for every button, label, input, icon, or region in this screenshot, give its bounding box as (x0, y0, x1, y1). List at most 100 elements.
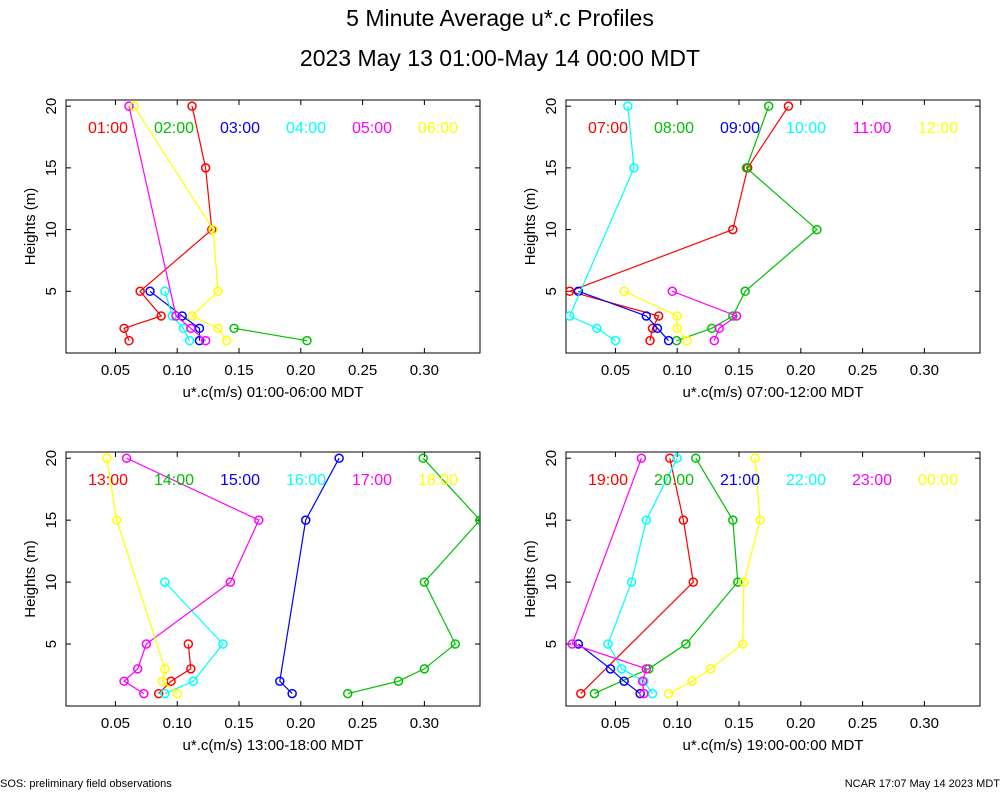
series-line-1600 (164, 581, 224, 695)
data-point (635, 688, 645, 699)
data-point (647, 323, 658, 334)
x-tick-label: 0.20 (786, 362, 815, 379)
legend-entry: 13:00 (88, 472, 128, 489)
data-point (728, 515, 738, 525)
data-point (119, 676, 129, 686)
series-line-1500 (279, 457, 340, 695)
data-point (475, 515, 480, 525)
data-point (302, 335, 312, 346)
y-tick-label: 5 (543, 287, 560, 295)
y-axis-label: Heights (m) (22, 188, 39, 266)
data-point (739, 577, 749, 587)
x-tick-label: 0.25 (348, 715, 377, 732)
chart-panel-2: 0.05 0.10 0.15 0.20 0.25 0.30 5 10 15 20 u*.c(m/s)… (522, 98, 981, 401)
series-layer (102, 453, 480, 699)
data-point (132, 664, 143, 674)
data-point (733, 577, 743, 587)
data-point (119, 323, 129, 334)
data-point (576, 688, 586, 699)
data-point (678, 515, 689, 525)
y-tick-label: 15 (43, 512, 60, 529)
data-point (139, 688, 149, 699)
plot-frame (65, 451, 481, 707)
data-point (183, 639, 194, 649)
y-tick-label: 15 (543, 512, 560, 529)
data-point (160, 577, 170, 587)
series-line-1300 (158, 643, 192, 695)
data-point (221, 335, 232, 346)
series-line-1400 (347, 457, 480, 695)
data-point (709, 335, 720, 346)
data-point (653, 311, 664, 321)
series-layer (566, 101, 822, 346)
data-point (418, 453, 428, 463)
data-point (672, 323, 682, 334)
legend-entry: 05:00 (352, 120, 392, 137)
series-line-0300 (149, 290, 201, 341)
data-point (740, 286, 750, 297)
data-point (145, 286, 155, 297)
data-point (225, 577, 236, 587)
data-point (641, 311, 652, 321)
data-point (755, 515, 765, 525)
data-point (610, 335, 621, 346)
data-point (688, 577, 699, 587)
series-line-1900 (580, 458, 694, 695)
series-layer (567, 453, 765, 699)
data-point (184, 335, 195, 346)
data-point (172, 688, 182, 699)
series-line-0700 (567, 105, 789, 341)
series-line-1800 (106, 458, 178, 695)
data-point (124, 335, 134, 346)
data-point (334, 453, 344, 463)
chart-panel-1: 0.05 0.10 0.15 0.20 0.25 0.30 5 10 15 20 u*.c(m/s)… (22, 98, 481, 401)
legend-entry: 10:00 (786, 120, 826, 137)
x-tick-label: 0.15 (724, 362, 753, 379)
x-tick-label: 0.25 (848, 362, 877, 379)
data-point (160, 664, 170, 674)
data-point (343, 688, 353, 699)
y-tick-label: 15 (543, 160, 560, 177)
x-tick-label: 0.30 (410, 715, 439, 732)
data-point (619, 676, 629, 686)
data-point (682, 335, 692, 346)
data-point (626, 577, 637, 587)
data-point (200, 335, 211, 346)
data-point (672, 453, 682, 463)
data-point (629, 163, 639, 173)
data-point (636, 453, 647, 463)
series-line-1700 (123, 457, 260, 695)
data-point (603, 639, 613, 649)
data-point (687, 676, 697, 686)
legend-entry: 15:00 (220, 472, 260, 489)
x-tick-label: 0.15 (224, 362, 253, 379)
legend-entry: 22:00 (786, 472, 826, 489)
data-point (763, 101, 774, 111)
data-point (645, 335, 655, 346)
data-point (157, 676, 168, 686)
series-layer (119, 101, 312, 346)
y-tick-label: 20 (43, 450, 60, 467)
data-point (663, 335, 674, 346)
data-point (186, 664, 196, 674)
data-point (194, 335, 205, 346)
data-point (156, 311, 166, 321)
data-point (187, 311, 197, 321)
legend-entry: 06:00 (418, 120, 458, 137)
data-point (619, 286, 629, 297)
y-tick-label: 5 (543, 640, 560, 648)
x-tick-label: 0.20 (286, 715, 315, 732)
x-tick-label: 0.10 (163, 715, 192, 732)
data-point (187, 101, 197, 111)
data-point (450, 639, 461, 649)
series-line-2300 (571, 457, 648, 694)
data-point (741, 163, 752, 173)
series-line-0500 (128, 106, 206, 342)
x-tick-label: 0.05 (601, 715, 630, 732)
data-point (589, 688, 600, 699)
series-line-0800 (676, 105, 818, 342)
y-tick-label: 10 (43, 574, 60, 591)
data-point (750, 453, 760, 463)
data-point (605, 664, 616, 674)
